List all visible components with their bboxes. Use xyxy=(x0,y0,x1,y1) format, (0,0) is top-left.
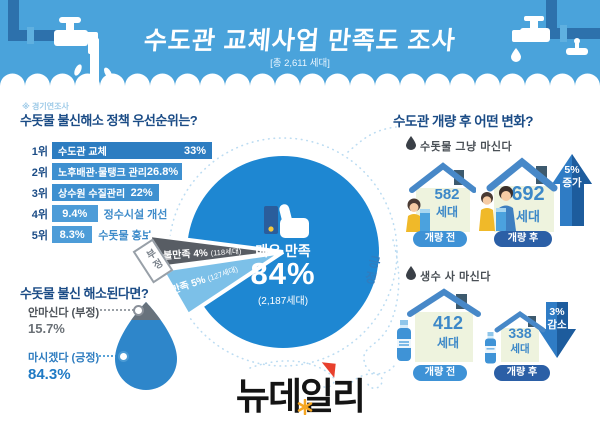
trust-positive-value: 84.3% xyxy=(28,366,71,383)
house-icon-small xyxy=(494,310,546,362)
tap-before-value: 582 xyxy=(434,186,460,203)
logo-orange-burst-icon xyxy=(297,399,313,415)
bottled-after-unit: 세대 xyxy=(510,343,530,355)
trust-positive-label: 마시겠다 (긍정) xyxy=(28,352,100,364)
droplet-icon xyxy=(406,266,416,280)
valve-icon xyxy=(566,38,588,55)
pie-center-label: 매우 만족 xyxy=(255,243,311,259)
trust-negative-value: 15.7% xyxy=(28,321,65,336)
rank-label: 3위 xyxy=(31,187,48,200)
water-bottle-icon xyxy=(397,320,411,361)
priority-row-4: 4위 9.4% 정수시설 개선 xyxy=(16,205,336,222)
couple-icon xyxy=(479,186,516,231)
tap-before-badge: 개량 전 xyxy=(413,231,467,247)
thumbs-up-icon xyxy=(264,204,309,238)
newdaily-logo: 뉴데일리 xyxy=(205,362,395,418)
bar-label: 상수원 수질관리 xyxy=(58,189,126,200)
decrease-arrow-icon xyxy=(538,302,576,358)
priority-row-1: 1위 수도관 교체 33% xyxy=(16,142,336,159)
increase-arrow-icon xyxy=(552,154,592,226)
pie-slice-satisfied xyxy=(158,250,285,318)
decrease-delta: 3% xyxy=(549,306,565,318)
tap-water-label: 수돗물 그냥 마신다 xyxy=(420,141,513,153)
person-woman-icon xyxy=(406,198,430,232)
bar-value: 9.4% xyxy=(62,207,88,220)
pipe-left-icon xyxy=(8,0,58,44)
trust-chart-title: 수돗물 불신 해소된다면? xyxy=(20,286,149,301)
bottled-water-label: 생수 사 마신다 xyxy=(420,271,491,283)
banner-decoration xyxy=(0,0,600,90)
bottled-before-value: 412 xyxy=(432,313,464,333)
tap-after-badge: 개량 후 xyxy=(494,231,552,247)
page-subtitle: [총 2,611 세대] xyxy=(270,58,330,69)
rank-label: 2위 xyxy=(31,166,48,179)
priority-row-3: 3위 상수원 수질관리 22% xyxy=(16,184,336,201)
priority-chart-title: 수돗물 불신해소 정책 우선순위는? xyxy=(20,113,198,128)
leader-line xyxy=(96,355,120,357)
logo-red-triangle xyxy=(320,362,336,378)
tap-after-value: 692 xyxy=(511,183,545,205)
bottled-before-unit: 세대 xyxy=(436,336,460,350)
header-banner: 수도관 교체사업 만족도 조사 [총 2,611 세대] xyxy=(0,0,600,90)
bottled-before-badge: 개량 전 xyxy=(413,365,467,381)
tap-before-unit: 세대 xyxy=(435,205,459,219)
bottled-after-badge: 개량 후 xyxy=(494,365,550,381)
page-title: 수도관 교체사업 만족도 조사 xyxy=(142,27,457,55)
decrease-word: 감소 xyxy=(547,319,567,331)
source-note: ※ 경기연조사 xyxy=(22,102,69,111)
dissatisfied-households: (118세대) xyxy=(210,246,242,258)
increase-delta: 5% xyxy=(564,164,580,176)
bar-value: 33% xyxy=(184,144,207,157)
rank-label: 5위 xyxy=(31,229,48,242)
priority-bar: 상수원 수질관리 22% xyxy=(52,184,159,201)
bar-value: 26.8% xyxy=(146,165,179,178)
priority-row-5: 5위 8.3% 수돗물 홍보 xyxy=(16,226,336,243)
marker-dot xyxy=(118,351,129,362)
bar-value: 22% xyxy=(130,186,153,199)
changes-title: 수도관 개량 후 어떤 변화? xyxy=(393,114,533,129)
marker-dot xyxy=(133,305,144,316)
rank-label: 1위 xyxy=(31,145,48,158)
bar-label: 수도관 교체 xyxy=(58,147,107,158)
priority-bar: 8.3% xyxy=(52,226,93,243)
leader-line xyxy=(100,309,134,311)
priority-bar: 노후배관·물탱크 관리 26.8% xyxy=(52,163,182,180)
tap-after-unit: 세대 xyxy=(516,209,540,224)
water-bottle-icon xyxy=(485,332,496,364)
priority-bar: 9.4% xyxy=(52,205,98,222)
bar-label: 수돗물 홍보 xyxy=(98,229,152,242)
bar-value: 8.3% xyxy=(59,228,85,241)
bar-label: 정수시설 개선 xyxy=(103,208,168,221)
priority-row-2: 2위 노후배관·물탱크 관리 26.8% xyxy=(16,163,336,180)
priority-bar: 수도관 교체 33% xyxy=(52,142,213,159)
wave-edge xyxy=(0,73,600,90)
water-drop-chart xyxy=(115,302,177,390)
droplet-icon xyxy=(406,136,416,150)
satisfaction-pie-chart xyxy=(148,137,398,367)
house-icon-large xyxy=(407,288,481,362)
bottled-after-value: 338 xyxy=(508,325,532,341)
increase-word: 증가 xyxy=(562,177,582,189)
faucet-right-icon xyxy=(511,16,550,62)
pie-center-households: (2,187세대) xyxy=(257,296,309,307)
pipe-right-icon xyxy=(546,0,600,42)
bar-label: 노후배관·물탱크 관리 xyxy=(58,168,147,179)
trust-negative-label: 안마신다 (부정) xyxy=(28,307,100,319)
rank-label: 4위 xyxy=(31,208,48,221)
pie-center-value: 84% xyxy=(250,256,316,291)
